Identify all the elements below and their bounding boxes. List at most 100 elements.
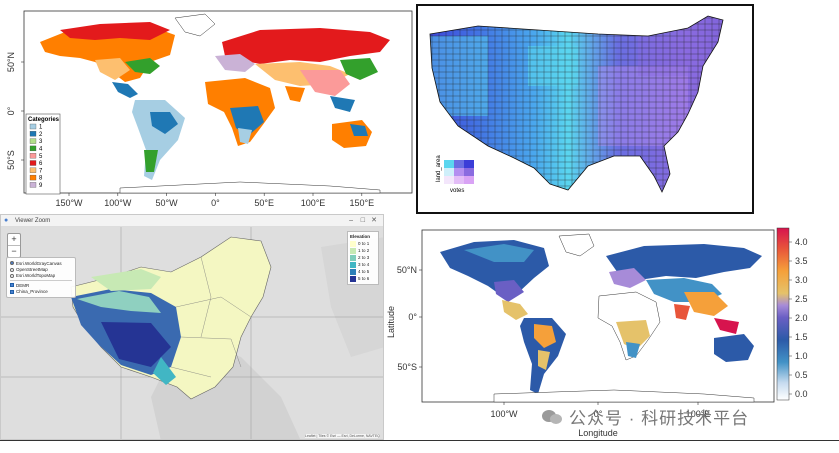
elevation-label: 2 to 3: [358, 255, 370, 260]
x-tick-label: 150°E: [349, 198, 374, 208]
checkbox-icon: [10, 283, 14, 288]
x-tick-label: 0°: [594, 409, 603, 419]
world-continuous-map: Latitude Longitude 50°N 0° 50°S 100°W 0° 100…: [384, 222, 839, 444]
zoom-control: + −: [7, 233, 21, 258]
categories-world-map: Categories 1 2 3 4 5 6 7 8 9 150°W 100°W 50°W 0° 50°E…: [0, 0, 414, 210]
legend-label: 1: [39, 125, 43, 131]
y-tick-label: 0°: [408, 312, 417, 322]
elevation-swatch: [350, 247, 356, 254]
bivariate-legend: land_area votes: [436, 155, 474, 194]
legend-label: 9: [39, 183, 43, 189]
colorbar-tick-label: 3.0: [795, 275, 808, 285]
legend-label: 3: [39, 139, 43, 145]
checkbox-icon: [10, 289, 14, 294]
y-tick-label: 0°: [6, 106, 16, 115]
colorbar-tick-label: 1.5: [795, 332, 808, 342]
elevation-legend-item: 2 to 3: [350, 254, 376, 261]
elevation-legend: Elevation 0 to 1 1 to 2 2 to 3 3 to 4 4 to 5…: [347, 231, 379, 285]
legend-swatch: [29, 160, 37, 166]
basemap-option[interactable]: Esri.WorldGrayCanvas: [10, 260, 72, 266]
colorbar-tick-label: 1.0: [795, 351, 808, 361]
x-tick-label: 0°: [211, 198, 220, 208]
legend-label: 4: [39, 147, 43, 153]
layer-control: Esri.WorldGrayCanvas OpenStreetMap Esri.…: [6, 257, 76, 298]
maximize-icon[interactable]: □: [360, 217, 365, 224]
y-tick-label: 50°N: [397, 265, 417, 275]
elevation-swatch: [350, 268, 356, 275]
watermark: 公众号 · 科研技术平台: [541, 404, 749, 429]
footer-rule: [0, 440, 839, 453]
legend-swatch: [29, 182, 37, 188]
elevation-swatch: [350, 240, 356, 247]
legend-label: 2: [39, 132, 43, 138]
legend-label: 7: [39, 168, 43, 174]
elevation-label: 1 to 2: [358, 248, 370, 253]
x-tick-label: 100°W: [490, 409, 518, 419]
legend-swatch: [29, 167, 37, 173]
radio-icon: [10, 261, 14, 266]
x-tick-label: 50°W: [156, 198, 179, 208]
x-axis-label: Longitude: [578, 428, 618, 438]
y-tick-label: 50°S: [397, 362, 417, 372]
legend-swatch: [29, 131, 37, 137]
elevation-label: 5 to 6: [358, 276, 370, 281]
legend-title: Categories: [28, 117, 60, 123]
legend-swatch: [29, 153, 37, 159]
legend-swatch: [29, 174, 37, 181]
x-tick-label: 50°E: [254, 198, 274, 208]
elevation-label: 4 to 5: [358, 269, 370, 274]
elevation-map[interactable]: [1, 227, 384, 440]
colorbar-tick-label: 0.0: [795, 389, 808, 399]
elevation-swatch: [350, 261, 356, 268]
x-tick-label: 100°W: [104, 198, 132, 208]
y-tick-label: 50°N: [6, 52, 16, 72]
colorbar: [776, 227, 790, 401]
elevation-legend-item: 5 to 6: [350, 275, 376, 282]
x-tick-label: 100°E: [301, 198, 326, 208]
elevation-swatch: [350, 275, 356, 282]
legend-swatch: [29, 138, 37, 144]
app-icon: ●: [4, 217, 9, 224]
us-county-bivariate-map: land_area votes: [416, 4, 754, 214]
legend-y-label: land_area: [436, 155, 442, 182]
zoom-out-button[interactable]: −: [11, 246, 17, 256]
legend-swatch: [29, 123, 37, 130]
x-tick-label: 100°E: [686, 409, 711, 419]
radio-icon: [10, 273, 14, 278]
legend-x-label: votes: [450, 188, 464, 194]
elevation-legend-item: 3 to 4: [350, 261, 376, 268]
map-attribution[interactable]: Leaflet | Tiles © Esri — Esri, DeLorme, …: [305, 434, 380, 438]
basemap-option[interactable]: Esri.WorldTopoMap: [10, 273, 72, 279]
colorbar-tick-label: 4.0: [795, 237, 808, 247]
elevation-legend-item: 4 to 5: [350, 268, 376, 275]
leaflet-viewer-window: Viewer Zoom ● – □ ✕ + − Esri.WorldGrayCa…: [0, 214, 384, 440]
legend-label: 8: [39, 176, 43, 182]
colorbar-tick-label: 2.0: [795, 313, 808, 323]
legend-label: 6: [39, 161, 43, 167]
window-title: Viewer Zoom: [15, 218, 51, 224]
minimize-icon[interactable]: –: [349, 217, 353, 224]
window-title-bar: Viewer Zoom: [1, 215, 383, 227]
elevation-label: 3 to 4: [358, 262, 370, 267]
colorbar-tick-label: 2.5: [795, 294, 808, 304]
close-icon[interactable]: ✕: [371, 217, 377, 224]
elevation-legend-item: 1 to 2: [350, 247, 376, 254]
overlay-option[interactable]: China_Province: [10, 289, 72, 295]
overlay-option[interactable]: DEMR: [10, 282, 72, 288]
watermark-text: 公众号 · 科研技术平台: [569, 409, 750, 428]
elevation-legend-item: 0 to 1: [350, 240, 376, 247]
y-tick-label: 50°S: [6, 150, 16, 170]
legend-label: 5: [39, 154, 43, 160]
legend-swatch: [29, 145, 37, 152]
colorbar-tick-label: 3.5: [795, 256, 808, 266]
colorbar-tick-label: 0.5: [795, 370, 808, 380]
zoom-in-button[interactable]: +: [8, 234, 20, 246]
radio-icon: [10, 267, 14, 272]
x-tick-label: 150°W: [55, 198, 83, 208]
y-axis-label: Latitude: [386, 306, 396, 338]
basemap-option[interactable]: OpenStreetMap: [10, 266, 72, 272]
elevation-legend-title: Elevation: [350, 234, 371, 239]
elevation-label: 0 to 1: [358, 241, 370, 246]
wechat-icon: [542, 409, 562, 424]
